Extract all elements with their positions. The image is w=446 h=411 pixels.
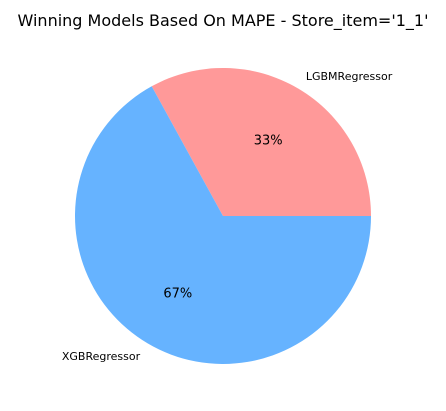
slice-label-lgbmregressor: LGBMRegressor xyxy=(306,70,393,83)
percent-label-xgbregressor: 67% xyxy=(163,286,192,301)
chart-title: Winning Models Based On MAPE - Store_ite… xyxy=(18,11,429,31)
pie-slice-lgbmregressor xyxy=(151,68,371,217)
pie-labels: LGBMRegressor 33% XGBRegressor 67% xyxy=(62,70,393,363)
percent-label-lgbmregressor: 33% xyxy=(254,134,283,149)
pie-slice-xgbregressor xyxy=(75,86,371,364)
slice-label-xgbregressor: XGBRegressor xyxy=(62,350,141,363)
pie-slices xyxy=(75,68,371,364)
